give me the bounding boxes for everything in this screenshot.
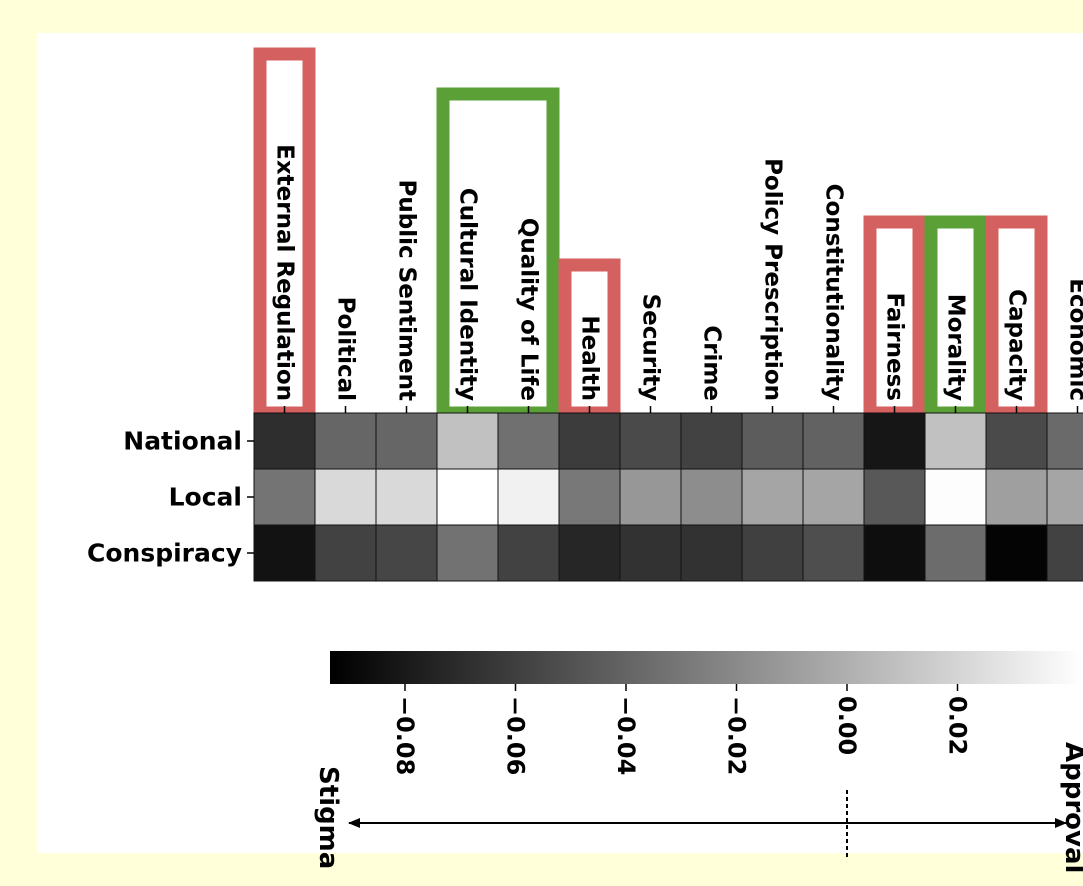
heatmap-cells (253, 412, 1083, 582)
heatmap-cell-conspiracy-security (619, 524, 682, 582)
heatmap-cell-national-quality-of-life (497, 412, 560, 470)
colorbar-tick-label: −0.04 (612, 696, 640, 775)
heatmap-cell-national-security (619, 412, 682, 470)
heatmap-cell-national-fairness (863, 412, 926, 470)
heatmap-cell-local-security (619, 468, 682, 526)
colorbar-tick-label: −0.02 (723, 696, 751, 775)
heatmap-cell-national-economic (1046, 412, 1083, 470)
heatmap-cell-local-fairness (863, 468, 926, 526)
heatmap-cell-national-political (314, 412, 377, 470)
heatmap-cell-national-external-regulation (253, 412, 316, 470)
heatmap-cell-national-policy-prescription (741, 412, 804, 470)
column-label-economic: Economic (1065, 278, 1083, 401)
approval-label: Approval (1059, 742, 1083, 873)
column-label-political: Political (333, 297, 359, 401)
column-label-external-regulation: External Regulation (272, 144, 298, 401)
heatmap-cell-national-public-sentiment (375, 412, 438, 470)
heatmap-cell-conspiracy-capacity (985, 524, 1048, 582)
heatmap-cell-conspiracy-crime (680, 524, 743, 582)
row-label-conspiracy: Conspiracy (87, 539, 242, 568)
heatmap-cell-local-crime (680, 468, 743, 526)
heatmap-cell-conspiracy-cultural-identity (436, 524, 499, 582)
heatmap-cell-national-capacity (985, 412, 1048, 470)
heatmap-cell-conspiracy-quality-of-life (497, 524, 560, 582)
heatmap-cell-conspiracy-policy-prescription (741, 524, 804, 582)
column-label-quality-of-life: Quality of Life (516, 218, 542, 401)
column-label-cultural-identity: Cultural Identity (455, 188, 481, 401)
column-label-crime: Crime (699, 325, 725, 401)
heatmap-cell-conspiracy-constitutionality (802, 524, 865, 582)
column-label-security: Security (638, 294, 664, 401)
colorbar-gradient (330, 651, 1083, 684)
heatmap-cell-conspiracy-economic (1046, 524, 1083, 582)
heatmap-cell-conspiracy-fairness (863, 524, 926, 582)
heatmap-cell-local-capacity (985, 468, 1048, 526)
row-label-local: Local (169, 483, 242, 512)
row-label-national: National (123, 427, 242, 456)
heatmap-cell-conspiracy-morality (924, 524, 987, 582)
heatmap-cell-national-morality (924, 412, 987, 470)
heatmap-cell-conspiracy-health (558, 524, 621, 582)
colorbar: −0.08 −0.06 −0.04 −0.02 0.00 0.02 Stigma Approv… (313, 651, 1083, 873)
heatmap-cell-national-crime (680, 412, 743, 470)
column-label-morality: Morality (943, 294, 969, 401)
heatmap-cell-conspiracy-external-regulation (253, 524, 316, 582)
heatmap-cell-local-political (314, 468, 377, 526)
heatmap-cell-local-economic (1046, 468, 1083, 526)
colorbar-tick-label: −0.06 (502, 696, 530, 775)
colorbar-tick-label: 0.00 (833, 696, 861, 755)
heatmap-cell-local-constitutionality (802, 468, 865, 526)
column-label-fairness: Fairness (882, 293, 908, 401)
heatmap-cell-national-cultural-identity (436, 412, 499, 470)
column-labels: External Regulation Political Public Senti… (272, 144, 1083, 413)
heatmap-cell-local-public-sentiment (375, 468, 438, 526)
row-labels: National Local Conspiracy (87, 427, 254, 568)
heatmap-cell-conspiracy-political (314, 524, 377, 582)
column-label-policy-prescription: Policy Prescription (760, 158, 786, 401)
heatmap-cell-local-health (558, 468, 621, 526)
heatmap-cell-national-health (558, 412, 621, 470)
heatmap-cell-local-policy-prescription (741, 468, 804, 526)
colorbar-tick-label: −0.08 (391, 696, 419, 775)
column-label-health: Health (577, 315, 603, 401)
colorbar-tick-label: 0.02 (944, 696, 972, 755)
heatmap-cell-local-quality-of-life (497, 468, 560, 526)
column-label-capacity: Capacity (1004, 289, 1030, 401)
heatmap-cell-local-morality (924, 468, 987, 526)
column-label-constitutionality: Constitutionality (821, 184, 847, 401)
heatmap-cell-local-external-regulation (253, 468, 316, 526)
column-label-public-sentiment: Public Sentiment (394, 180, 420, 401)
heatmap-cell-conspiracy-public-sentiment (375, 524, 438, 582)
heatmap-cell-local-cultural-identity (436, 468, 499, 526)
heatmap-cell-national-constitutionality (802, 412, 865, 470)
stigma-label: Stigma (313, 766, 343, 869)
